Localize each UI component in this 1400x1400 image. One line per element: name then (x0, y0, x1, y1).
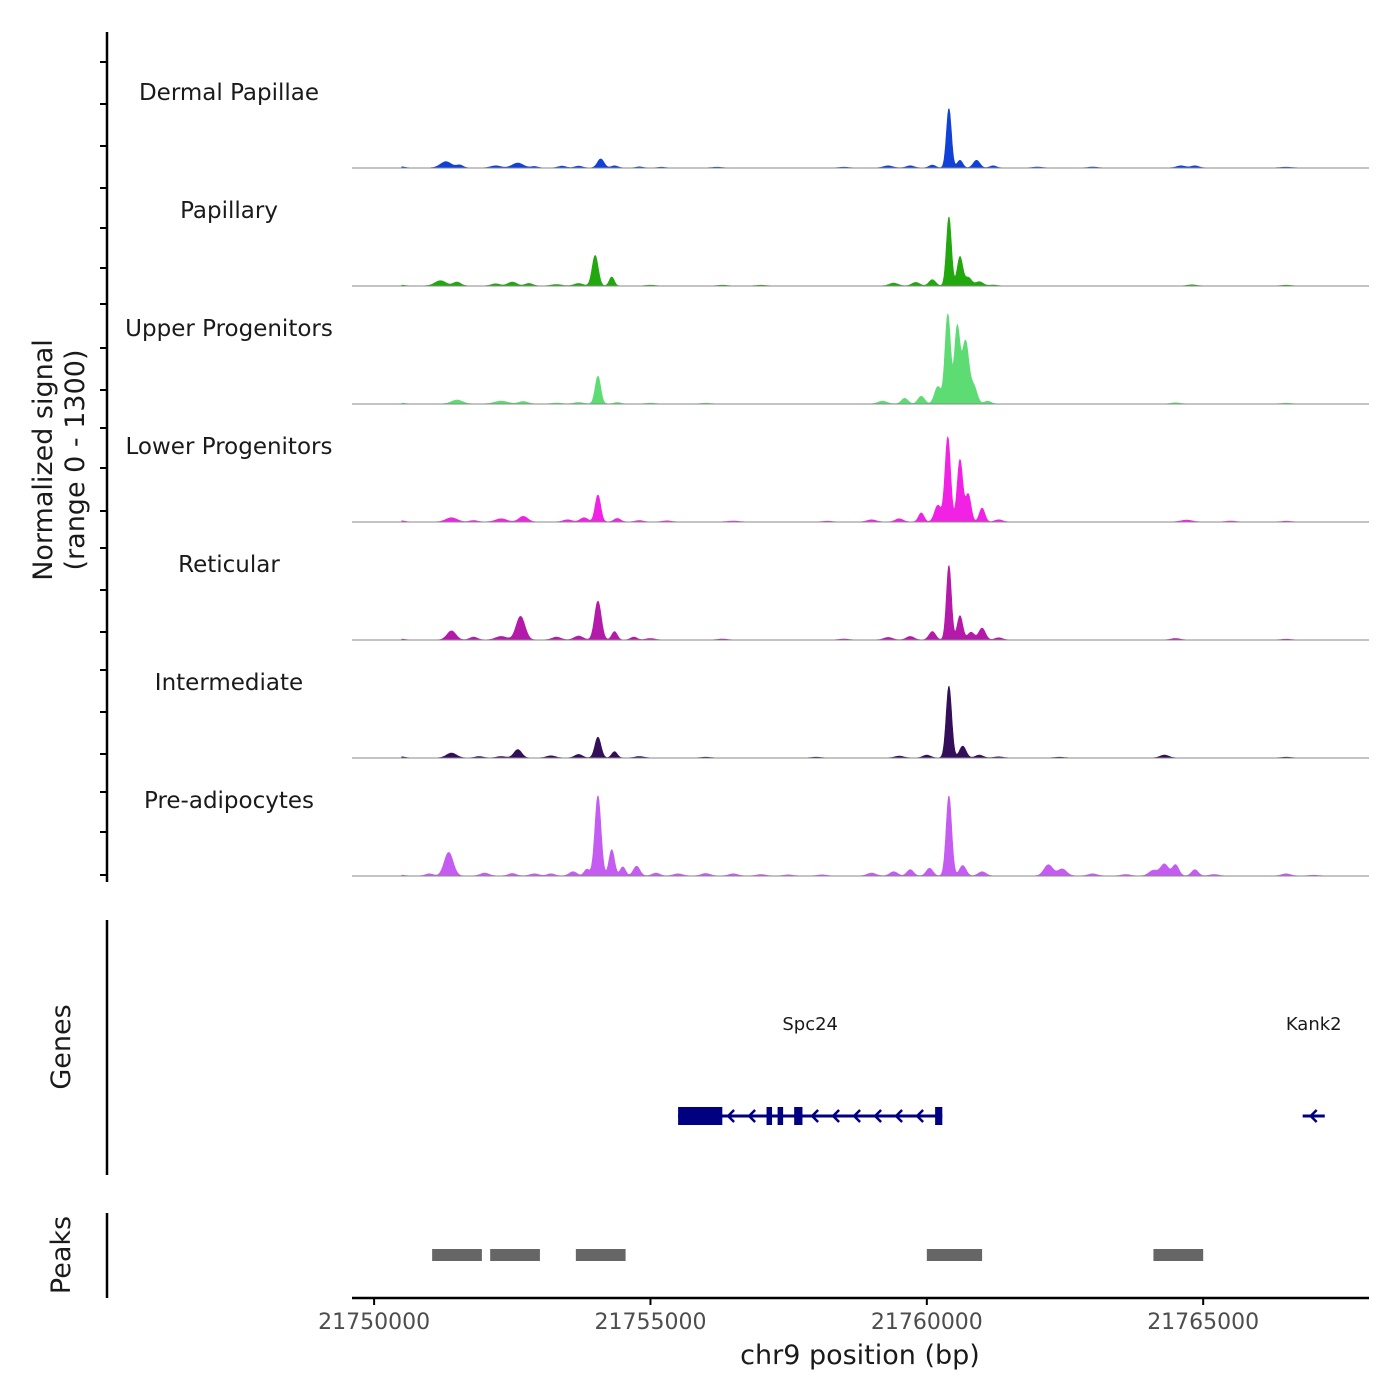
strand-arrow (915, 1109, 924, 1123)
strand-arrow (726, 1109, 735, 1123)
peak-region (926, 1249, 983, 1261)
track-papillary: Papillary (180, 198, 1369, 287)
track-intermediate: Intermediate (155, 670, 1369, 759)
track-label: Reticular (178, 552, 280, 578)
signal-area (401, 685, 1325, 759)
signal-y-ticks (100, 61, 107, 876)
strand-arrow (894, 1109, 903, 1123)
gene-spc24: Spc24 (678, 1014, 943, 1125)
track-upper-progenitors: Upper Progenitors (125, 313, 1369, 405)
gene-kank2: Kank2 (1286, 1014, 1342, 1123)
strand-arrow (747, 1109, 756, 1123)
signal-area (401, 313, 1325, 405)
signal-tracks: Dermal Papillae Papillary Upper Progenitor… (125, 80, 1369, 877)
peak-region (1153, 1249, 1204, 1261)
signal-area (401, 565, 1325, 641)
track-label: Pre-adipocytes (144, 788, 314, 814)
peak-region (490, 1249, 540, 1261)
strand-arrow (873, 1109, 882, 1123)
x-tick-label: 21755000 (594, 1310, 706, 1335)
track-label: Upper Progenitors (125, 316, 333, 342)
signal-area (401, 795, 1325, 877)
strand-arrow (1308, 1109, 1318, 1123)
track-pre-adipocytes: Pre-adipocytes (144, 788, 1369, 877)
track-label: Intermediate (155, 670, 303, 696)
gene-exon (935, 1107, 943, 1125)
y-axis-label-line1: Normalized signal (28, 339, 59, 581)
signal-area (401, 216, 1325, 287)
x-tick-label: 21765000 (1147, 1310, 1259, 1335)
x-tick-label: 21750000 (318, 1310, 430, 1335)
x-axis-title: chr9 position (bp) (740, 1340, 980, 1371)
strand-arrow (831, 1109, 840, 1123)
signal-area (401, 436, 1325, 523)
gene-exon (766, 1107, 773, 1125)
x-tick-label: 21760000 (871, 1310, 983, 1335)
x-axis-ticks: 21750000 21755000 21760000 21765000 (318, 1298, 1259, 1335)
peak-region (575, 1249, 626, 1261)
gene-exon (794, 1107, 803, 1125)
peak-regions (432, 1249, 1204, 1261)
signal-area (401, 108, 1325, 169)
track-label: Lower Progenitors (126, 434, 333, 460)
track-label: Papillary (180, 198, 278, 224)
genes-panel-label: Genes (46, 1004, 77, 1089)
y-axis-label-line2: (range 0 - 1300) (60, 350, 91, 571)
gene-label: Spc24 (782, 1014, 838, 1035)
track-label: Dermal Papillae (139, 80, 319, 106)
peak-region (432, 1249, 482, 1261)
gene-label: Kank2 (1286, 1014, 1342, 1035)
track-reticular: Reticular (178, 552, 1369, 641)
peaks-panel-label: Peaks (46, 1216, 77, 1294)
gene-exon (678, 1107, 723, 1125)
gene-annotations: Spc24 Kank2 (678, 1014, 1342, 1125)
track-dermal-papillae: Dermal Papillae (139, 80, 1369, 169)
strand-arrow (810, 1109, 819, 1123)
strand-arrow (852, 1109, 861, 1123)
track-lower-progenitors: Lower Progenitors (126, 434, 1369, 523)
gene-exon (777, 1107, 784, 1125)
